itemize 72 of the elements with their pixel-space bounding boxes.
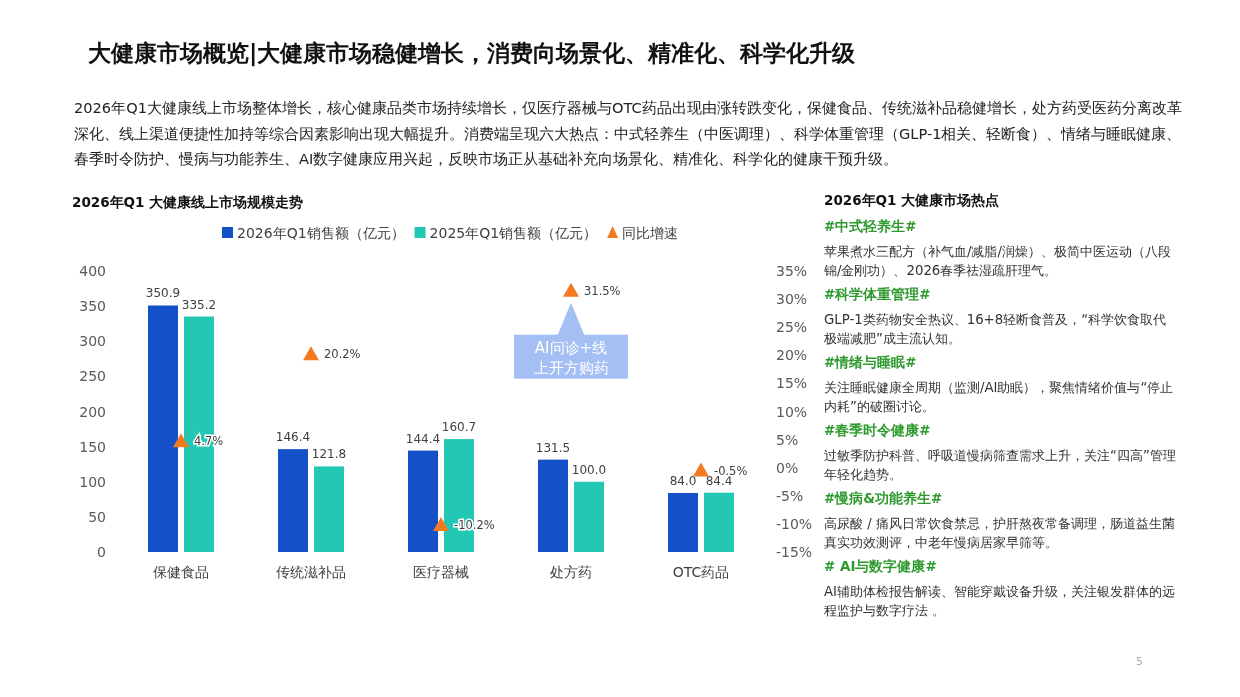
point	[563, 282, 579, 297]
text: #情绪与睡眠#	[824, 354, 918, 372]
x-tick-label: OTC药品	[672, 564, 730, 580]
data-label: 84.0	[669, 473, 697, 488]
x-tick-label: 处方药	[550, 564, 592, 580]
y2-tick-label: 25%	[776, 319, 808, 336]
point	[173, 433, 189, 448]
x-tick-label: 传统滋补品	[276, 564, 346, 580]
data-label: 160.7	[441, 420, 477, 435]
data-label: 20.2%	[324, 347, 361, 362]
text: 关注睡眠健康全周期（监测/AI助眠），聚焦情绪价值与“停止内耗”的破圈讨论。	[824, 379, 1175, 416]
y2-tick-label: 15%	[776, 375, 808, 392]
x-tick-label: 医疗器械	[413, 564, 469, 580]
point	[303, 346, 319, 361]
callout: AI问诊+线上开方购药	[514, 302, 628, 379]
text: #中式轻养生#	[824, 218, 918, 236]
data-label: 131.5	[535, 440, 571, 455]
y2-tick-label: 10%	[776, 403, 808, 420]
y2-tick-label: 35%	[776, 263, 808, 279]
data-label: 146.4	[275, 430, 311, 445]
data-label: -10.2%	[454, 518, 495, 533]
text: 2026年Q1 大健康市场热点	[824, 192, 1001, 210]
bar	[278, 449, 308, 552]
legend-label: 同比增速	[622, 225, 679, 241]
bar	[704, 492, 734, 552]
text: #春季时令健康#	[824, 422, 932, 440]
text: 过敏季防护科普、呼吸道慢病筛查需求上升，关注“四高”管理年轻化趋势。	[824, 447, 1176, 484]
data-label: 335.2	[181, 297, 217, 312]
y2-tick-label: 30%	[776, 291, 808, 308]
y-tick-label: 100	[79, 473, 106, 490]
y-tick-label: 200	[79, 403, 106, 420]
y-tick-label: 50	[88, 508, 106, 525]
text: 大健康市场概览|大健康市场稳健增长，消费向场景化、精准化、科学化升级	[88, 39, 856, 69]
text: GLP-1类药物安全热议、16+8轻断食普及，“科学饮食取代极端减肥”成主流认知。	[824, 311, 1168, 348]
y2-tick-label: -10%	[776, 515, 813, 532]
y2-tick-label: 5%	[776, 431, 799, 448]
annotation: AI问诊+线上开方购药	[533, 338, 609, 377]
y-tick-label: 250	[79, 368, 106, 385]
bar	[574, 481, 604, 552]
bar	[314, 466, 344, 552]
legend-label: 2026年Q1销售额（亿元）	[237, 225, 405, 241]
y2-tick-label: 20%	[776, 347, 808, 364]
data-label: 84.4	[705, 473, 733, 488]
y2-tick-label: -5%	[776, 487, 804, 504]
point	[433, 517, 449, 532]
text: #慢病&功能养生#	[824, 490, 944, 508]
y2-tick-label: 0%	[776, 459, 799, 476]
text: 2026年Q1大健康线上市场整体增长，核心健康品类市场持续增长，仅医疗器械与OTC药品出现由涨转跌变化，保健食品、传统滋补品稳健增长，处方药受医药分离改革深化、线上渠道便捷性加持等综合因素影响出现大幅提升。消费端呈现六大热点：中式轻养生（中医调理）、科学体重管理（GLP-1相关、轻断食）、情绪与睡眠健康、春季时令防护、慢病与功能养生、AI数字健康应用兴起，反映市场正从基础补充向场景化、精准化、科学化的健康干预升级。	[74, 98, 1183, 169]
bar	[408, 450, 438, 552]
x-tick-label: 保健食品	[153, 564, 209, 580]
text: AI辅助体检报告解读、智能穿戴设备升级，关注银发群体的远程监护与数字疗法 。	[824, 583, 1176, 620]
text: 高尿酸 / 痛风日常饮食禁忌，护肝熬夜常备调理，肠道益生菌真实功效测评，中老年慢病居家早筛等。	[824, 515, 1176, 552]
data-label: 31.5%	[584, 283, 621, 298]
y-tick-label: 150	[79, 438, 106, 455]
y-tick-label: 300	[79, 333, 106, 350]
bar	[148, 305, 178, 552]
y-tick-label: 350	[79, 298, 106, 315]
y2-tick-label: -15%	[776, 544, 813, 560]
bar	[668, 492, 698, 552]
legend-label: 2025年Q1销售额（亿元）	[429, 225, 598, 241]
data-label: 100.0	[571, 462, 607, 477]
text: #科学体重管理#	[824, 286, 932, 304]
bar	[538, 459, 568, 552]
data-label: 144.4	[405, 431, 441, 446]
y-tick-label: 0	[97, 544, 106, 560]
data-label: 121.8	[311, 447, 347, 462]
y-tick-label: 400	[79, 263, 106, 279]
text: 5	[1136, 655, 1143, 668]
text: 苹果煮水三配方（补气血/减脂/润燥）、极简中医运动（八段锦/金刚功）、2026春季祛湿疏肝理气。	[824, 243, 1172, 280]
data-label: 350.9	[145, 286, 181, 301]
chart-title: 2026年Q1 大健康线上市场规模走势	[72, 194, 304, 210]
text: # AI与数字健康#	[824, 558, 938, 576]
